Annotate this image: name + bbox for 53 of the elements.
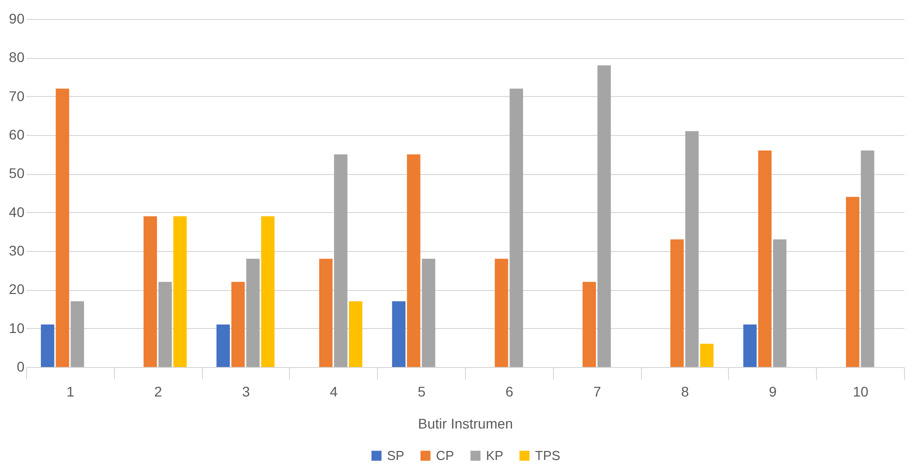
x-tick-label: 5 <box>418 384 426 400</box>
legend-label: KP <box>486 448 504 463</box>
legend-label: SP <box>387 448 404 463</box>
bar <box>685 131 699 367</box>
bar <box>261 216 275 367</box>
bar <box>231 282 245 367</box>
bar <box>743 324 757 367</box>
y-tick-label: 70 <box>8 88 25 104</box>
bar <box>860 150 874 367</box>
y-tick-label: 40 <box>8 204 25 220</box>
y-tick-label: 0 <box>16 358 25 374</box>
bar <box>510 88 524 367</box>
bar <box>246 258 260 367</box>
x-tick-label: 6 <box>506 384 514 400</box>
bar <box>392 301 406 367</box>
bar <box>216 324 230 367</box>
bar <box>319 258 333 367</box>
legend-label: CP <box>436 448 454 463</box>
bar <box>670 239 684 367</box>
bar <box>700 344 714 367</box>
bar <box>406 154 420 367</box>
y-tick-label: 80 <box>8 49 25 66</box>
x-tick-label: 7 <box>593 384 602 400</box>
x-tick-label: 9 <box>768 384 777 400</box>
y-tick-label: 30 <box>8 242 25 258</box>
bar <box>40 324 54 367</box>
y-tick-label: 50 <box>8 165 25 182</box>
bar <box>334 154 348 367</box>
y-tick-label: 90 <box>8 10 25 26</box>
x-axis-title: Butir Instrumen <box>418 416 513 432</box>
x-tick-label: 10 <box>852 384 869 400</box>
bar <box>758 150 772 367</box>
bar <box>597 65 611 367</box>
bar <box>158 282 172 367</box>
x-tick-label: 2 <box>154 384 162 400</box>
y-tick-label: 20 <box>8 281 25 298</box>
bar <box>846 196 860 367</box>
bar <box>56 88 70 367</box>
bar <box>70 301 84 367</box>
bar <box>422 258 436 367</box>
legend-label: TPS <box>535 448 561 463</box>
y-tick-label: 10 <box>8 320 25 336</box>
bar <box>494 258 508 367</box>
bar <box>348 301 362 367</box>
y-tick-label: 60 <box>8 126 25 142</box>
x-tick-label: 1 <box>66 384 74 400</box>
x-tick-label: 8 <box>681 384 690 400</box>
bar <box>144 216 157 367</box>
x-tick-label: 4 <box>330 384 338 400</box>
bar <box>173 216 187 367</box>
bar <box>582 282 596 367</box>
bar <box>773 239 786 367</box>
x-tick-label: 3 <box>242 384 250 400</box>
